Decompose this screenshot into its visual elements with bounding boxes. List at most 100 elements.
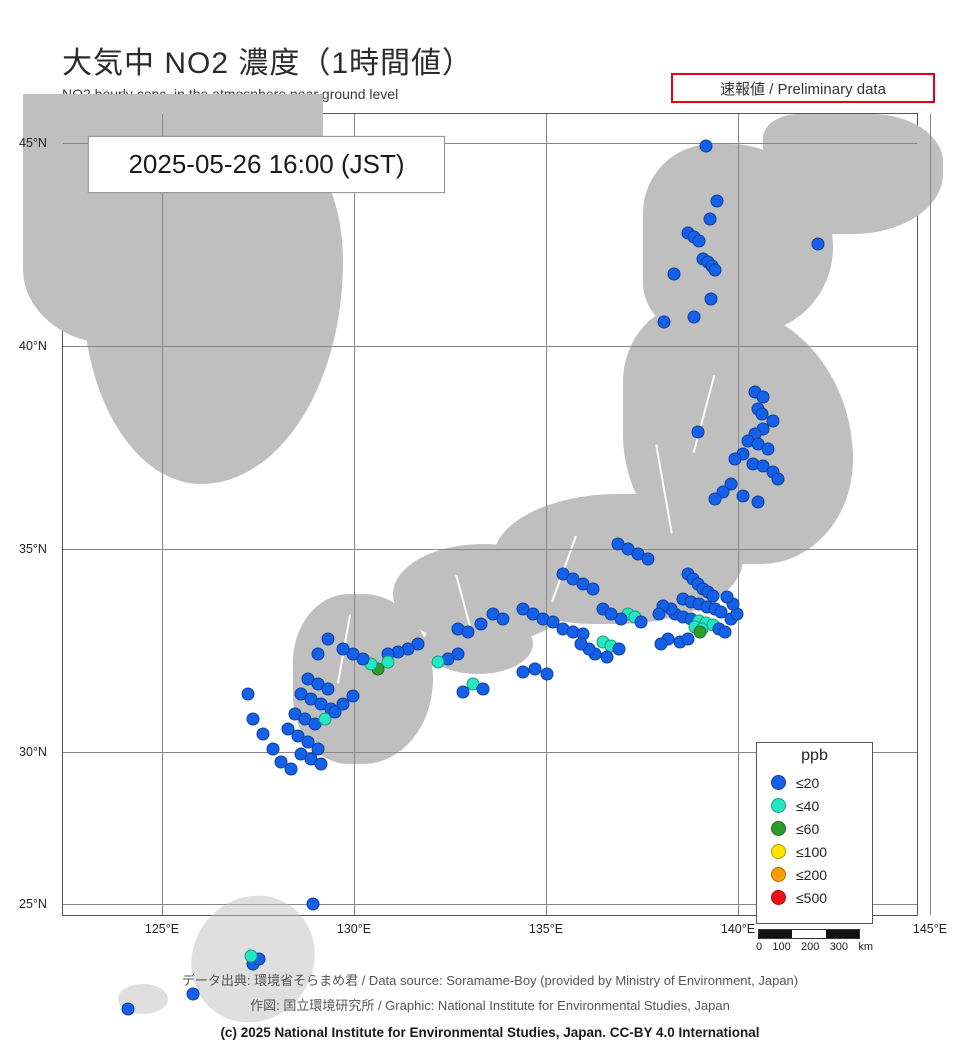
y-tick-45: 45°N: [19, 136, 47, 150]
station-dot[interactable]: [462, 626, 475, 639]
gridline-v-135: [546, 114, 547, 915]
x-tick-130: 130°E: [337, 922, 371, 936]
station-dot[interactable]: [322, 683, 335, 696]
map-plot-area[interactable]: 125°E 130°E 135°E 140°E 145°E 45°N 40°N …: [62, 113, 918, 916]
footer-author: 作図: 国立環境研究所 / Graphic: National Institut…: [0, 995, 980, 1014]
title-jp: 大気中 NO2 濃度（1時間値）: [62, 38, 473, 82]
station-dot[interactable]: [668, 268, 681, 281]
station-dot[interactable]: [337, 643, 350, 656]
station-dot[interactable]: [709, 264, 722, 277]
station-dot[interactable]: [709, 493, 722, 506]
station-dot[interactable]: [704, 213, 717, 226]
station-dot[interactable]: [275, 756, 288, 769]
station-dot[interactable]: [475, 618, 488, 631]
station-dot[interactable]: [692, 426, 705, 439]
station-dot[interactable]: [655, 638, 668, 651]
legend-swatch-200: [771, 867, 786, 882]
station-dot[interactable]: [729, 453, 742, 466]
legend-row-4: ≤200: [757, 863, 872, 886]
station-dot[interactable]: [541, 668, 554, 681]
legend-swatch-500: [771, 890, 786, 905]
legend-label-20: ≤20: [796, 775, 819, 791]
scale-label-200: 200: [801, 941, 819, 953]
station-dot[interactable]: [457, 686, 470, 699]
scale-label-300: 300: [830, 941, 848, 953]
x-tick-145: 145°E: [913, 922, 947, 936]
legend-swatch-40: [771, 798, 786, 813]
x-tick-140: 140°E: [721, 922, 755, 936]
station-dot[interactable]: [245, 950, 258, 963]
station-dot[interactable]: [587, 583, 600, 596]
station-dot[interactable]: [575, 638, 588, 651]
station-dot[interactable]: [705, 293, 718, 306]
station-dot[interactable]: [653, 608, 666, 621]
station-dot[interactable]: [257, 728, 270, 741]
gridline-h-40: [63, 346, 917, 347]
y-tick-30: 30°N: [19, 745, 47, 759]
station-dot[interactable]: [693, 235, 706, 248]
station-dot[interactable]: [658, 316, 671, 329]
station-dot[interactable]: [752, 496, 765, 509]
scale-label-100: 100: [772, 941, 790, 953]
gridline-v-140: [738, 114, 739, 915]
y-tick-40: 40°N: [19, 339, 47, 353]
station-dot[interactable]: [322, 633, 335, 646]
scale-seg-100-200: [792, 930, 825, 938]
station-dot[interactable]: [635, 616, 648, 629]
scale-bar-labels: 0 100 200 300 km: [756, 941, 873, 953]
legend-row-3: ≤100: [757, 840, 872, 863]
scale-label-0: 0: [756, 941, 762, 953]
legend-label-60: ≤60: [796, 821, 819, 837]
legend-swatch-20: [771, 775, 786, 790]
legend-box: ppb ≤20 ≤40 ≤60 ≤100 ≤200 ≤500: [756, 742, 873, 924]
scale-bar-segments: [758, 929, 860, 939]
station-dot[interactable]: [812, 238, 825, 251]
station-dot[interactable]: [642, 553, 655, 566]
station-dot[interactable]: [613, 643, 626, 656]
station-dot[interactable]: [601, 651, 614, 664]
station-dot[interactable]: [382, 656, 395, 669]
station-dot[interactable]: [605, 608, 618, 621]
title-block: 大気中 NO2 濃度（1時間値） NO2 hourly conc. in the…: [62, 38, 473, 102]
station-dot[interactable]: [711, 195, 724, 208]
station-dot[interactable]: [772, 473, 785, 486]
station-dot[interactable]: [721, 591, 734, 604]
legend-row-0: ≤20: [757, 771, 872, 794]
gridline-v-130: [354, 114, 355, 915]
legend-row-2: ≤60: [757, 817, 872, 840]
legend-label-100: ≤100: [796, 844, 827, 860]
china-landmass: [23, 94, 323, 344]
station-dot[interactable]: [497, 613, 510, 626]
station-dot[interactable]: [247, 713, 260, 726]
station-dot[interactable]: [762, 443, 775, 456]
station-dot[interactable]: [694, 626, 707, 639]
scale-seg-200-300: [826, 930, 859, 938]
legend-label-500: ≤500: [796, 890, 827, 906]
station-dot[interactable]: [719, 626, 732, 639]
scale-label-unit: km: [858, 941, 873, 953]
x-tick-135: 135°E: [529, 922, 563, 936]
station-dot[interactable]: [347, 690, 360, 703]
gridline-h-35: [63, 549, 917, 550]
footer-copyright: (c) 2025 National Institute for Environm…: [0, 1025, 980, 1040]
station-dot[interactable]: [307, 898, 320, 911]
station-dot[interactable]: [477, 683, 490, 696]
station-dot[interactable]: [312, 648, 325, 661]
legend-title: ppb: [757, 747, 872, 765]
scale-seg-0-100: [759, 930, 792, 938]
station-dot[interactable]: [682, 633, 695, 646]
scale-bar: 0 100 200 300 km: [756, 929, 873, 953]
station-dot[interactable]: [315, 758, 328, 771]
y-tick-25: 25°N: [19, 897, 47, 911]
station-dot[interactable]: [432, 656, 445, 669]
station-dot[interactable]: [700, 140, 713, 153]
station-dot[interactable]: [242, 688, 255, 701]
station-dot[interactable]: [737, 490, 750, 503]
footer-source: データ出典: 環境省そらまめ君 / Data source: Soramame-…: [0, 970, 980, 989]
station-dot[interactable]: [267, 743, 280, 756]
station-dot[interactable]: [688, 311, 701, 324]
gridline-v-125: [162, 114, 163, 915]
datetime-label: 2025-05-26 16:00 (JST): [88, 136, 445, 193]
gridline-v-145: [930, 114, 931, 915]
legend-label-200: ≤200: [796, 867, 827, 883]
